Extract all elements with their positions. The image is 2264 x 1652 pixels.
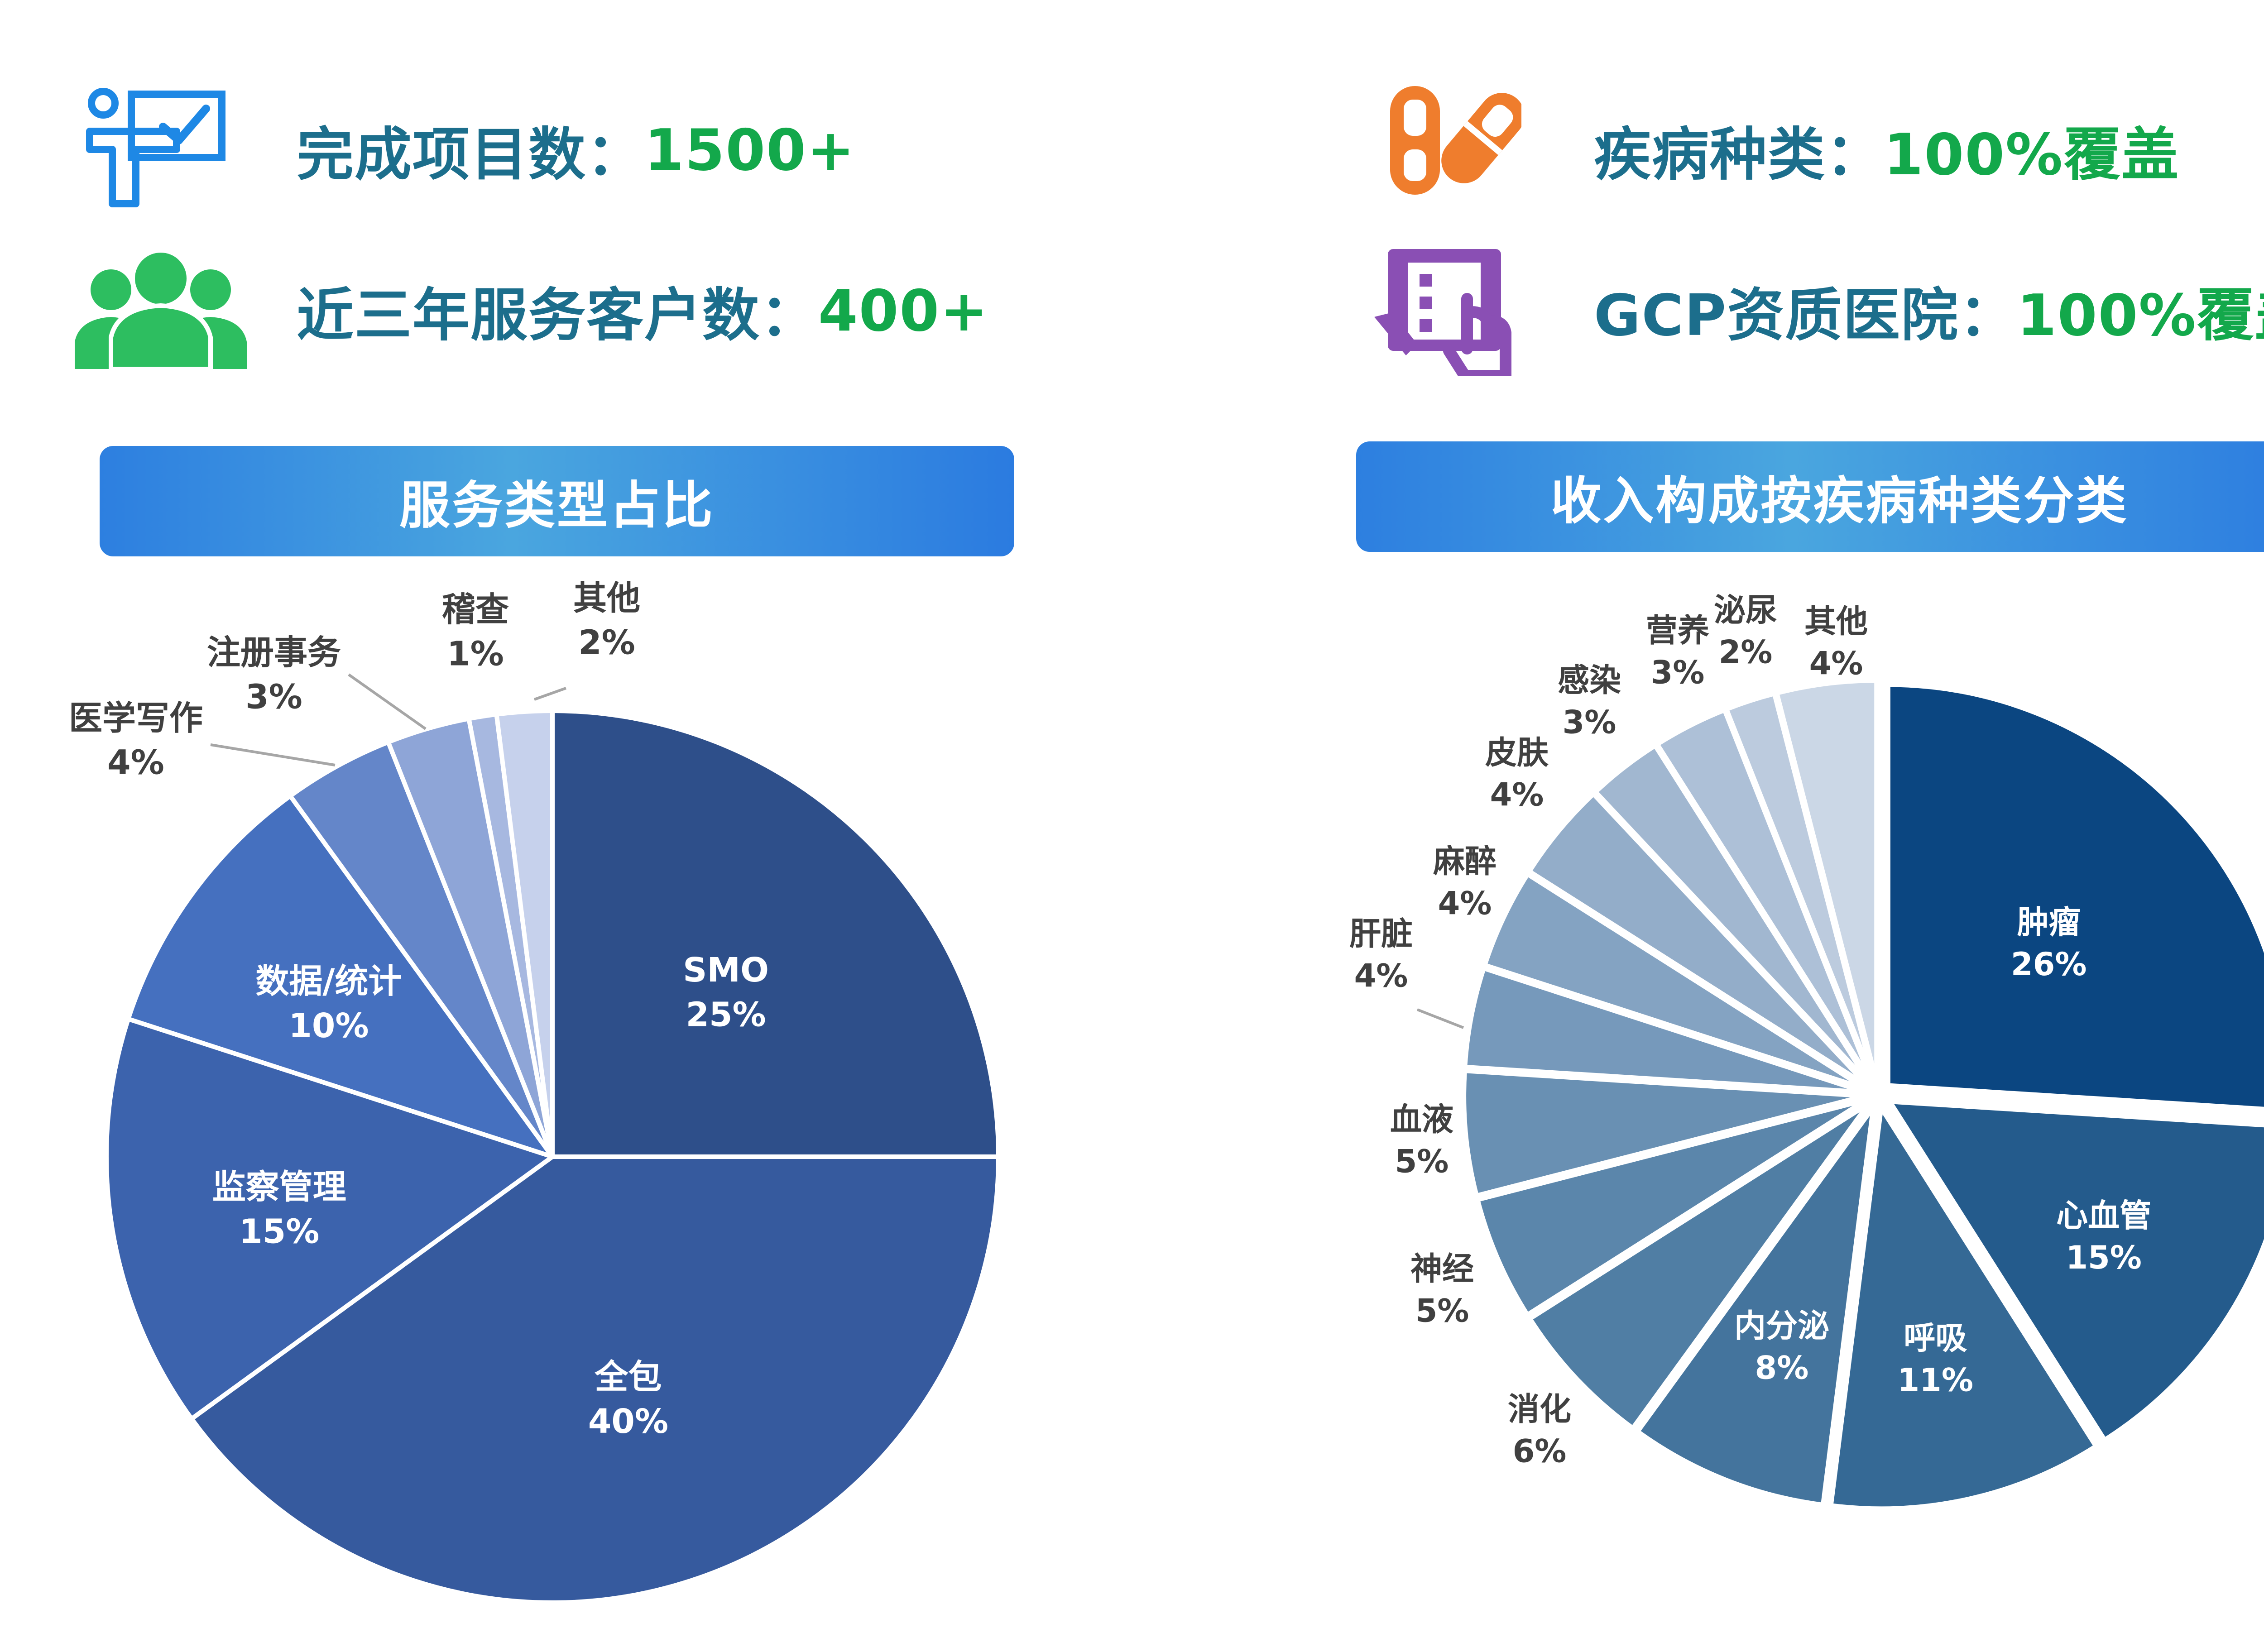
pie-slice <box>494 709 555 1159</box>
pie-slice <box>1885 682 2264 1111</box>
pie-slice <box>550 709 1001 1159</box>
leader-line <box>210 743 336 766</box>
slice-value-label: 40% <box>588 1402 668 1441</box>
pie-slice <box>1887 1099 2264 1442</box>
slice-label: 营养 <box>1646 612 1709 649</box>
slice-value-label: 10% <box>288 1006 369 1045</box>
slice-value-label: 3% <box>1563 704 1616 741</box>
pie-slice <box>1828 1106 2098 1511</box>
slice-label: 泌尿 <box>1714 592 1777 629</box>
slice-value-label: 4% <box>1354 958 1408 995</box>
slice-value-label: 4% <box>1490 776 1544 814</box>
slice-label: 心血管 <box>2056 1197 2151 1234</box>
slice-value-label: 8% <box>1755 1350 1809 1387</box>
slice-label: 肝脏 <box>1349 915 1413 953</box>
slice-label: 感染 <box>1558 662 1621 699</box>
slice-label: 内分泌 <box>1734 1307 1829 1345</box>
pie-chart-service-type: SMO 25% 全包 40% 监察管理 15% 数据/统计 10% 医学写作 4% 注册事务 3% 稽查… <box>69 579 1001 1605</box>
stat-hospitals-value: 100%覆盖 <box>2017 282 2264 349</box>
slice-label: 皮肤 <box>1485 734 1549 771</box>
slice-value-label: 26% <box>2011 946 2087 983</box>
slice-label: 全包 <box>594 1358 662 1397</box>
pie-slice <box>126 794 555 1159</box>
leader-line <box>1416 1008 1464 1029</box>
leader-line <box>533 687 567 701</box>
slice-value-label: 3% <box>245 678 302 717</box>
slice-value-label: 2% <box>1719 634 1773 671</box>
pie-slice <box>1475 1097 1868 1317</box>
pie-slice <box>189 1154 1001 1605</box>
pie-slice <box>1463 966 1867 1095</box>
service-chart-banner: 服务类型占比 <box>100 446 1014 556</box>
pie-slice <box>1462 1068 1867 1198</box>
tablet-touch-icon <box>1374 249 1511 376</box>
slice-label: 肿瘤 <box>2017 904 2081 941</box>
pie-slice <box>1482 872 1868 1092</box>
pie-slice <box>1724 691 1876 1084</box>
slice-value-label: 5% <box>1395 1143 1449 1180</box>
slice-value-label: 15% <box>2066 1239 2142 1276</box>
pie-slice <box>1527 1101 1871 1431</box>
slice-label: 监察管理 <box>212 1168 346 1207</box>
slice-label: 稽查 <box>442 590 509 629</box>
slice-label: 医学写作 <box>69 699 203 737</box>
pill-capsule-icon <box>1390 86 1521 195</box>
slice-label: 消化 <box>1508 1391 1571 1428</box>
slice-label: 呼吸 <box>1904 1319 1967 1356</box>
slice-label: 血液 <box>1390 1101 1453 1138</box>
pie-slice <box>1527 791 1870 1088</box>
stat-diseases-label: 疾病种类： <box>1594 121 1884 188</box>
stat-clients-value: 400+ <box>818 277 989 344</box>
stat-projects-value: 1500+ <box>644 116 856 183</box>
slice-label: 其他 <box>1804 603 1868 640</box>
slice-value-label: 4% <box>107 743 164 782</box>
slice-value-label: 2% <box>578 623 635 662</box>
stat-diseases: 疾病种类： 100%覆盖 <box>1594 109 2179 191</box>
pie-slice <box>1775 678 1879 1084</box>
slice-label: 注册事务 <box>207 633 341 672</box>
slice-value-label: 3% <box>1651 654 1705 691</box>
stat-clients-label: 近三年服务客户数： <box>297 282 818 349</box>
stat-projects: 完成项目数： 1500+ <box>297 109 855 191</box>
slice-value-label: 1% <box>447 635 504 674</box>
slice-value-label: 4% <box>1438 885 1492 922</box>
stat-projects-label: 完成项目数： <box>297 121 644 188</box>
service-chart-title: 服务类型占比 <box>399 476 715 535</box>
pie-chart-disease-type: 肿瘤 26% 心血管 15% 呼吸 11% 内分泌 8% 消化 6% 神经 5% 血液 5% 肝脏 4% 麻醉 4… <box>1349 592 2264 1511</box>
slice-label: 数据/统计 <box>255 962 402 1001</box>
slice-label: 麻醉 <box>1433 843 1497 880</box>
slice-value-label: 11% <box>1897 1361 1973 1398</box>
stat-clients: 近三年服务客户数： 400+ <box>297 269 989 352</box>
user-group-icon <box>75 248 247 369</box>
slice-value-label: 25% <box>686 996 766 1034</box>
stat-hospitals-label: GCP资质医院： <box>1594 282 2017 349</box>
leader-line <box>348 673 427 730</box>
stat-hospitals: GCP资质医院： 100%覆盖 <box>1594 269 2264 352</box>
slice-label: SMO <box>683 951 769 990</box>
disease-chart-title: 收入构成按疾病种类分类 <box>1550 472 2129 531</box>
slice-label: 神经 <box>1410 1250 1474 1288</box>
pie-slice <box>288 740 555 1159</box>
slice-value-label: 15% <box>239 1212 319 1251</box>
slice-value-label: 6% <box>1513 1433 1567 1470</box>
stat-diseases-value: 100%覆盖 <box>1884 121 2180 188</box>
slice-label: 其他 <box>573 579 640 618</box>
disease-chart-banner: 收入构成按疾病种类分类 <box>1356 441 2264 552</box>
slice-value-label: 4% <box>1809 645 1863 682</box>
pie-slice <box>104 1016 555 1421</box>
slice-value-label: 5% <box>1415 1293 1469 1330</box>
presenter-board-icon <box>86 88 225 207</box>
pie-slice <box>1635 1105 1875 1507</box>
pie-slice <box>1593 743 1872 1087</box>
